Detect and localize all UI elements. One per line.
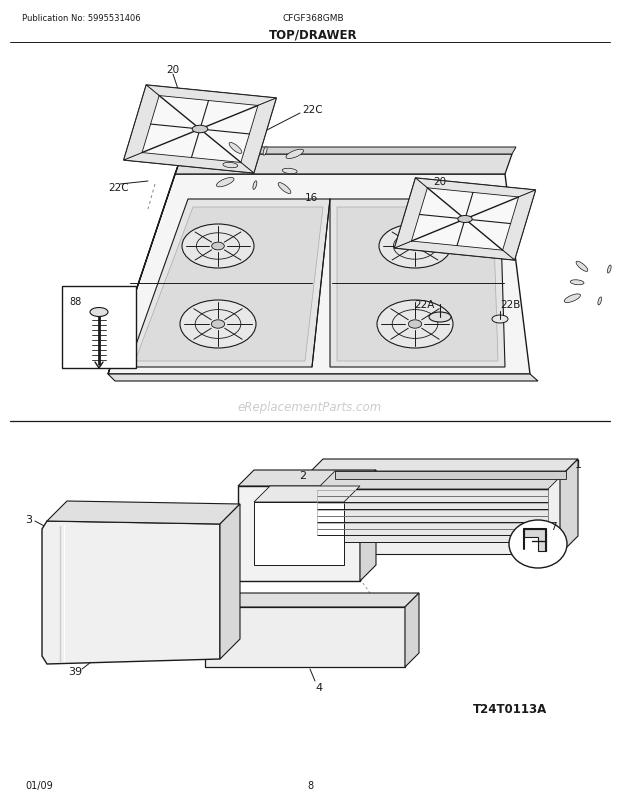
Text: 22B: 22B [500, 300, 520, 310]
Ellipse shape [211, 321, 224, 329]
Ellipse shape [458, 217, 472, 223]
Ellipse shape [570, 281, 584, 286]
Polygon shape [108, 375, 538, 382]
Text: 22A: 22A [415, 300, 435, 310]
Text: eReplacementParts.com: eReplacementParts.com [238, 401, 382, 414]
Ellipse shape [409, 321, 422, 329]
Polygon shape [182, 148, 516, 155]
Polygon shape [205, 607, 405, 667]
Ellipse shape [211, 243, 224, 250]
Text: TOP/DRAWER: TOP/DRAWER [268, 29, 357, 42]
Text: 01/09: 01/09 [25, 780, 53, 790]
Polygon shape [415, 179, 536, 198]
Polygon shape [238, 486, 360, 581]
Text: 20: 20 [166, 65, 180, 75]
Polygon shape [124, 86, 159, 160]
Ellipse shape [192, 126, 208, 134]
Ellipse shape [377, 301, 453, 349]
Polygon shape [124, 153, 254, 174]
Ellipse shape [278, 184, 291, 194]
Polygon shape [305, 460, 578, 477]
Polygon shape [135, 208, 323, 362]
Polygon shape [220, 504, 240, 659]
Text: 1: 1 [575, 460, 582, 469]
FancyBboxPatch shape [62, 286, 136, 369]
Polygon shape [524, 529, 546, 551]
Text: 39: 39 [68, 666, 82, 676]
Polygon shape [317, 472, 566, 489]
Text: T24T0113A: T24T0113A [473, 703, 547, 715]
Polygon shape [124, 86, 277, 174]
Polygon shape [108, 175, 530, 375]
Ellipse shape [564, 294, 580, 303]
Ellipse shape [576, 262, 588, 272]
Polygon shape [175, 155, 512, 175]
Ellipse shape [223, 163, 238, 168]
Text: 3: 3 [25, 514, 32, 525]
Polygon shape [394, 179, 427, 249]
Ellipse shape [429, 313, 451, 322]
Ellipse shape [180, 301, 256, 349]
Text: 8: 8 [307, 780, 313, 790]
Polygon shape [560, 460, 578, 554]
Polygon shape [254, 502, 344, 565]
Text: 88: 88 [69, 297, 81, 306]
Polygon shape [205, 593, 419, 607]
Polygon shape [394, 179, 536, 261]
Polygon shape [394, 241, 515, 261]
Ellipse shape [182, 225, 254, 269]
Polygon shape [405, 593, 419, 667]
Text: 4: 4 [315, 683, 322, 692]
Ellipse shape [509, 520, 567, 569]
Text: 16: 16 [305, 192, 318, 203]
Polygon shape [128, 200, 330, 367]
Polygon shape [330, 200, 505, 367]
Polygon shape [254, 486, 360, 502]
Polygon shape [42, 521, 220, 664]
Ellipse shape [379, 225, 451, 269]
Ellipse shape [263, 148, 267, 156]
Polygon shape [317, 489, 548, 542]
Polygon shape [146, 86, 277, 107]
Polygon shape [360, 471, 376, 581]
Text: 22C: 22C [302, 105, 322, 115]
Polygon shape [47, 501, 240, 525]
Text: Publication No: 5995531406: Publication No: 5995531406 [22, 14, 141, 23]
Ellipse shape [409, 243, 422, 250]
Text: 2: 2 [299, 471, 306, 480]
Polygon shape [305, 477, 560, 554]
Ellipse shape [282, 169, 297, 175]
Ellipse shape [598, 298, 601, 306]
Text: 20: 20 [433, 176, 446, 187]
Ellipse shape [608, 265, 611, 273]
Text: CFGF368GMB: CFGF368GMB [282, 14, 344, 23]
Text: 7: 7 [550, 521, 556, 532]
Ellipse shape [90, 308, 108, 317]
Polygon shape [337, 208, 498, 362]
Ellipse shape [229, 144, 242, 154]
Polygon shape [108, 155, 182, 375]
Ellipse shape [253, 181, 257, 190]
Polygon shape [238, 471, 376, 486]
Polygon shape [241, 99, 277, 174]
Polygon shape [503, 191, 536, 261]
Ellipse shape [492, 316, 508, 323]
Text: 22C: 22C [108, 183, 128, 192]
Polygon shape [335, 472, 566, 480]
Ellipse shape [286, 150, 304, 160]
Ellipse shape [216, 178, 234, 188]
